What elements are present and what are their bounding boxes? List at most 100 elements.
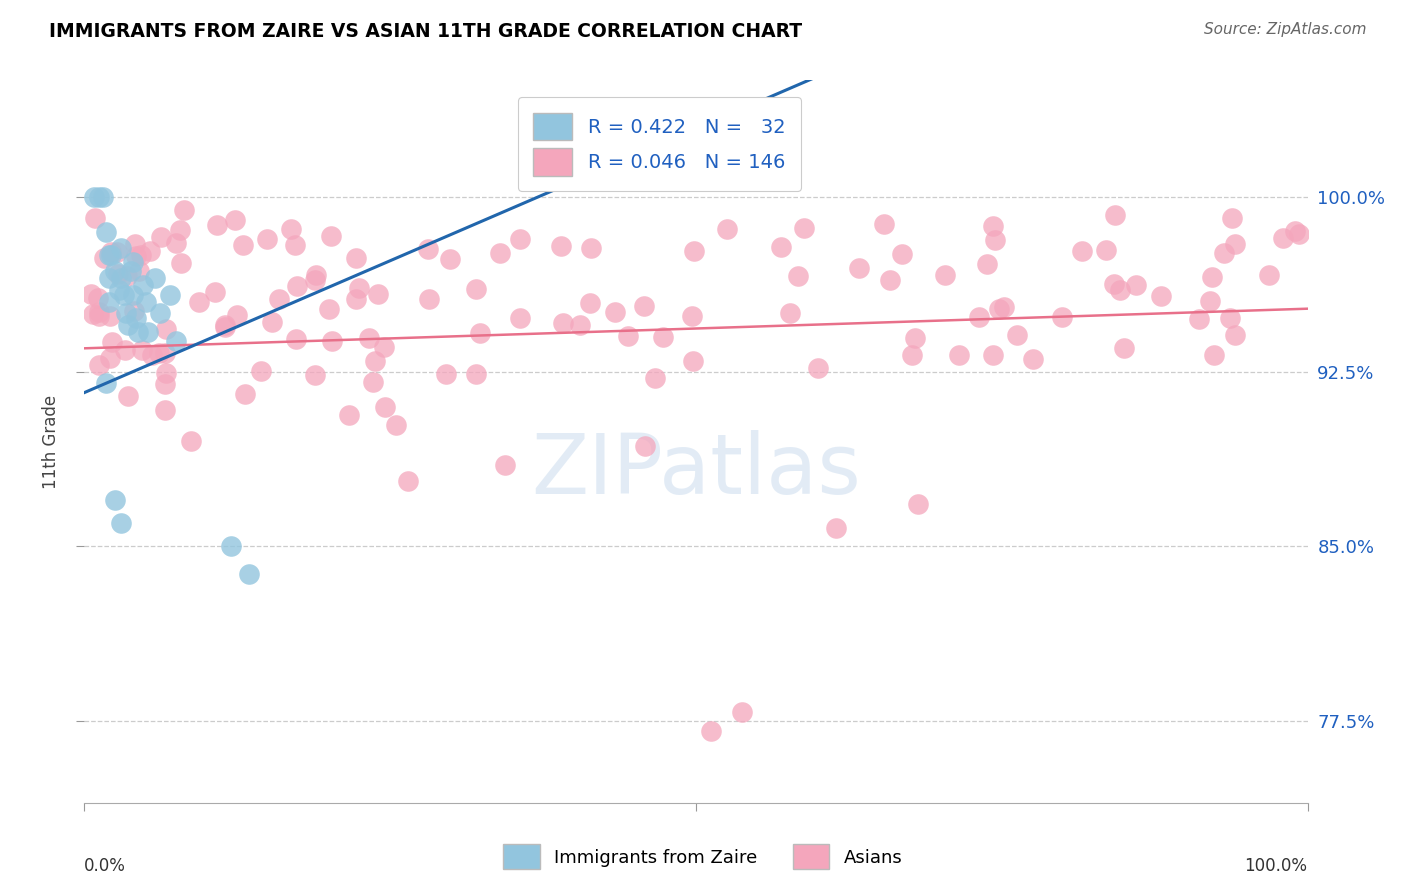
Point [568,318,591,333]
Point [150,229,173,244]
Point [1223,328,1246,343]
Point [238,567,260,582]
Point [165,334,187,349]
Point [131,248,153,262]
Point [132,278,155,293]
Point [170,255,193,269]
Point [1201,269,1223,284]
Point [1104,208,1126,222]
Text: ZIPatlas: ZIPatlas [531,430,860,511]
Point [907,498,929,512]
Point [124,237,146,252]
Point [97,271,120,285]
Point [605,304,627,318]
Point [1070,244,1092,259]
Point [205,218,228,232]
Point [321,334,343,348]
Point [100,248,122,262]
Point [141,348,163,362]
Point [122,304,145,318]
Point [1272,231,1295,245]
Point [143,271,166,285]
Point [249,364,271,378]
Point [550,239,572,253]
Point [879,273,901,287]
Point [214,320,236,334]
Point [125,249,148,263]
Point [173,203,195,218]
Point [148,346,170,360]
Point [115,306,138,320]
Legend: R = 0.422   N =   32, R = 0.046   N = 146: R = 0.422 N = 32, R = 0.046 N = 146 [517,97,801,191]
Point [1212,246,1234,260]
Point [153,377,176,392]
Point [374,400,396,414]
Point [509,232,531,246]
Point [110,516,132,530]
Point [468,326,491,340]
Point [1257,268,1279,283]
Point [155,346,177,360]
Legend: Immigrants from Zaire, Asians: Immigrants from Zaire, Asians [495,835,911,879]
Point [122,255,145,269]
Point [304,268,326,283]
Point [464,282,486,296]
Point [367,286,389,301]
Point [153,403,176,417]
Text: IMMIGRANTS FROM ZAIRE VS ASIAN 11TH GRADE CORRELATION CHART: IMMIGRANTS FROM ZAIRE VS ASIAN 11TH GRAD… [49,22,803,41]
Point [934,268,956,282]
Point [114,343,136,357]
Point [91,190,114,204]
Point [1108,283,1130,297]
Point [793,221,815,235]
Point [136,325,159,339]
Point [96,225,118,239]
Point [87,359,110,373]
Point [232,238,254,252]
Point [1005,327,1028,342]
Point [117,318,139,332]
Point [89,309,111,323]
Point [361,375,384,389]
Point [439,252,461,267]
Point [262,315,284,329]
Point [731,705,754,719]
Point [83,190,105,204]
Point [983,219,1005,233]
Point [117,389,139,403]
Point [987,301,1010,316]
Point [110,271,132,285]
Point [100,245,122,260]
Point [131,343,153,357]
Point [104,264,127,278]
Point [138,244,160,258]
Point [285,332,308,346]
Point [280,222,302,236]
Point [86,291,108,305]
Point [256,232,278,246]
Point [385,418,408,433]
Point [149,306,172,320]
Point [224,212,246,227]
Point [128,264,150,278]
Point [219,540,242,554]
Point [120,264,142,278]
Point [214,318,236,332]
Point [891,247,914,261]
Point [1022,351,1045,366]
Point [304,273,326,287]
Point [344,292,367,306]
Point [104,492,127,507]
Point [204,285,226,300]
Point [551,316,574,330]
Point [682,353,704,368]
Text: Source: ZipAtlas.com: Source: ZipAtlas.com [1204,22,1367,37]
Point [321,228,343,243]
Point [981,348,1004,362]
Point [579,241,602,255]
Point [769,240,792,254]
Point [633,300,655,314]
Text: 0.0%: 0.0% [84,857,127,875]
Point [110,241,132,255]
Point [1102,277,1125,291]
